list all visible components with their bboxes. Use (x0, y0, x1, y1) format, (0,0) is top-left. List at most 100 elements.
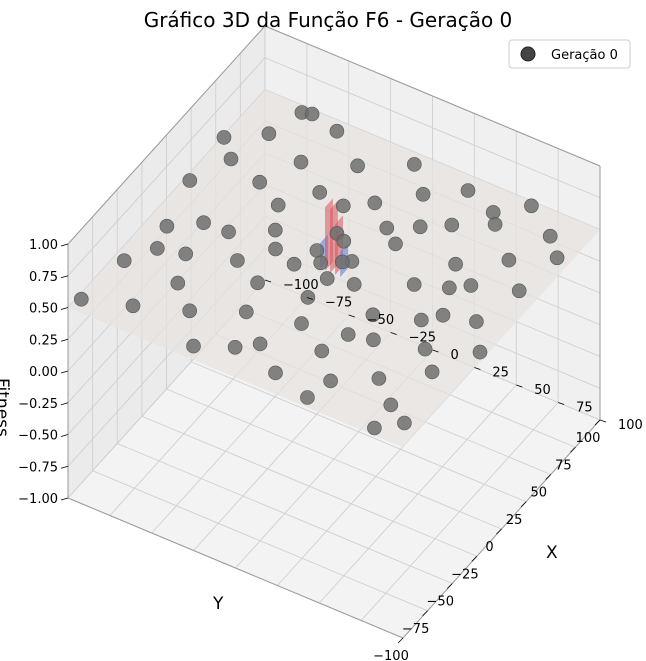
x-tick-mark (516, 384, 523, 388)
scatter-point (371, 371, 387, 386)
x-tick-mark (557, 402, 565, 405)
y-tick-mark (471, 555, 478, 562)
back-gridline (67, 57, 266, 277)
z-tick-label: −0.25 (18, 397, 58, 412)
x-tick-label: −25 (409, 331, 436, 346)
floor-gridline (166, 388, 502, 530)
box-edge (67, 25, 266, 245)
legend-marker (520, 46, 536, 62)
z-tick-label: −1.00 (18, 492, 58, 507)
box-edge (264, 25, 601, 167)
x-tick-mark (306, 297, 314, 300)
scatter-point (501, 252, 517, 268)
legend-box (508, 39, 631, 69)
scatter-point (334, 254, 350, 270)
scatter-point (309, 243, 325, 258)
scatter-point (524, 198, 539, 214)
scatter-point (435, 307, 451, 323)
y-tick-mark (446, 583, 453, 589)
z-tick-mark (60, 338, 69, 342)
scatter-point (186, 338, 201, 354)
y-tick-mark (570, 446, 576, 453)
scatter-point (323, 373, 338, 389)
scatter-point (74, 291, 89, 307)
x-tick-label: 0 (451, 348, 459, 363)
z-tick-mark (60, 434, 69, 437)
z-tick-mark (60, 402, 69, 406)
z-tick-mark (60, 465, 69, 469)
scatter-point (196, 215, 211, 230)
y-tick-label: 100 (576, 431, 601, 446)
scatter-point (472, 344, 488, 360)
z-tick-label: 0.50 (29, 302, 58, 317)
x-tick-label: −75 (325, 296, 352, 311)
y-tick-label: −50 (427, 595, 454, 610)
scatter-point (413, 312, 429, 328)
scatter-point (223, 151, 239, 167)
z-tick-mark (60, 275, 69, 279)
scatter-point (182, 303, 197, 319)
scatter-point (268, 241, 283, 257)
scatter-point (367, 420, 382, 436)
y-tick-label: −25 (451, 567, 478, 582)
scatter-point (412, 219, 428, 235)
scatter-point (182, 173, 198, 188)
y-tick-mark (520, 501, 527, 508)
scatter-point (415, 187, 431, 202)
x-tick-label: −50 (367, 313, 394, 328)
scatter-point (221, 224, 236, 240)
x-tick-mark (432, 349, 439, 353)
scatter-point (159, 218, 175, 234)
scatter-point (444, 217, 460, 233)
scatter-point (350, 158, 365, 174)
x-tick-mark (474, 367, 481, 370)
y-tick-label: −75 (402, 622, 429, 637)
scatter-point (319, 271, 335, 286)
scatter-point (469, 314, 484, 329)
y-tick-mark (594, 419, 601, 426)
y-tick-label: −100 (373, 649, 409, 661)
scatter-point (511, 283, 527, 299)
x-tick-mark (264, 279, 272, 283)
scatter-point (340, 327, 356, 342)
scatter-point (270, 197, 286, 213)
scatter-point (267, 222, 283, 238)
y-tick-mark (422, 610, 428, 617)
scatter-point (312, 185, 328, 200)
floor-gridline (360, 402, 559, 621)
y-tick-label: 50 (530, 486, 547, 501)
z-tick-label: 0.75 (29, 270, 58, 285)
y-tick-label: 0 (485, 540, 493, 555)
scatter-point (216, 130, 232, 145)
scatter-point (125, 298, 141, 314)
scatter-point (261, 126, 277, 141)
scatter-point (366, 332, 381, 348)
scatter-point (314, 343, 330, 359)
scatter-points (74, 105, 565, 436)
x-tick-mark (599, 419, 607, 423)
scatter-point (116, 253, 132, 269)
scatter-point (379, 220, 395, 236)
scatter-point (367, 195, 383, 211)
z-tick-label: 0.25 (29, 333, 58, 348)
side-gridline (264, 57, 601, 199)
scatter-point (448, 256, 463, 272)
y-axis-label: Y (212, 594, 224, 614)
scatter-point (268, 365, 283, 381)
scatter-point (150, 241, 165, 256)
scatter-point (365, 307, 381, 323)
legend: Geração 0 (508, 39, 631, 69)
x-tick-label: 75 (576, 401, 593, 416)
legend-label: Geração 0 (551, 48, 618, 63)
scatter-point (336, 233, 352, 249)
z-tick-mark (60, 370, 69, 374)
x-tick-mark (390, 332, 397, 335)
scatter-point (293, 154, 309, 170)
scatter-point (463, 278, 479, 293)
scatter-point (460, 183, 476, 198)
scatter-point (417, 341, 433, 357)
z-tick-mark (60, 497, 69, 501)
scatter-point (487, 217, 503, 232)
scatter-point (294, 316, 309, 331)
